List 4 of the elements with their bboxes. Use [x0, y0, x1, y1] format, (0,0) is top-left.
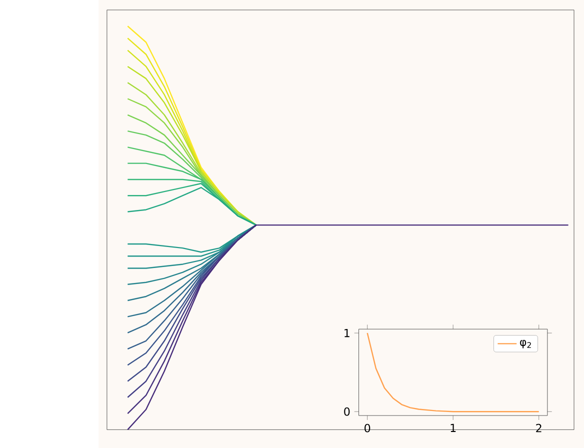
x-tick-label: 0 [364, 424, 370, 432]
x-tick-label: 2 [536, 424, 542, 432]
x-tick-label: 1 [450, 424, 456, 432]
legend-label: φ$_{2}$ [520, 340, 531, 348]
